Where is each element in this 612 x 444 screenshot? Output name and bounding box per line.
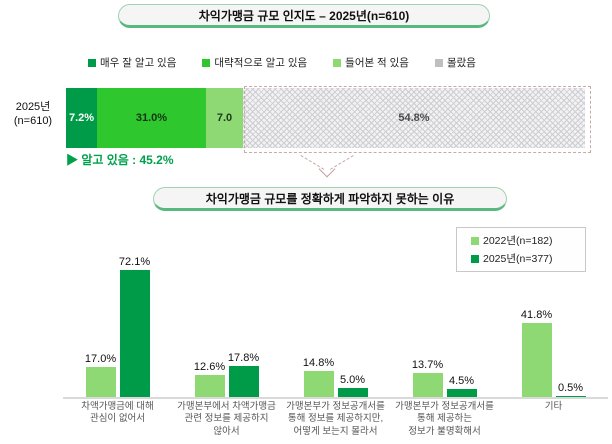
bar [555, 396, 586, 397]
legend-item: 몰랐음 [434, 55, 476, 70]
bar-with-label: 13.7% [411, 359, 444, 397]
bar-value-label: 17.0% [84, 353, 117, 365]
legend-item: 대략적으로 알고 있음 [202, 55, 307, 70]
bar-group: 12.6% 17.8% [172, 252, 281, 397]
bar [521, 323, 552, 397]
bar-group: 14.8% 5.0% [281, 252, 390, 397]
awareness-stacked-bar: 7.2% 31.0% 7.0 54.8% [66, 88, 585, 148]
bar-value-label: 0.5% [557, 382, 584, 394]
bar [194, 375, 225, 397]
bar [337, 388, 368, 397]
awareness-legend: 매우 잘 알고 있음 대략적으로 알고 있음 들어본 적 있음 몰랐음 [88, 55, 476, 70]
stacked-segment: 31.0% [97, 88, 206, 148]
bar [85, 367, 116, 397]
legend-label: 매우 잘 알고 있음 [100, 57, 177, 69]
reasons-legend: 2022년(n=182) 2025년(n=377) [456, 227, 586, 272]
legend-item: 2025년(n=377) [471, 251, 577, 266]
legend-item: 들어본 적 있음 [333, 55, 409, 70]
legend-label: 2022년(n=182) [483, 235, 553, 247]
bar-value-label: 4.5% [448, 375, 475, 387]
category-label: 가맹본부가 정보공개서를 통해 정보를 제공하지만, 어떻게 보는지 몰라서 [286, 401, 385, 437]
awareness-title-pill: 차익가맹금 규모 인지도 – 2025년(n=610) [118, 4, 490, 28]
bar [446, 389, 477, 397]
category-label: 차액가맹금에 대해 관심이 없어서 [81, 401, 154, 425]
legend-item: 2022년(n=182) [471, 233, 577, 248]
bar-with-label: 14.8% [302, 357, 335, 397]
legend-item: 매우 잘 알고 있음 [88, 55, 176, 70]
legend-label: 대략적으로 알고 있음 [214, 57, 308, 69]
legend-swatch-icon [333, 58, 342, 67]
down-arrow-icon [318, 160, 336, 178]
bar-value-label: 12.6% [193, 361, 226, 373]
bar-group: 13.7% 4.5% [390, 252, 499, 397]
stacked-segment: 54.8% [243, 88, 585, 148]
legend-swatch-icon [88, 58, 96, 67]
bar-with-label: 4.5% [446, 375, 477, 397]
bar-value-label: 14.8% [302, 357, 335, 369]
stacked-segment: 7.0 [206, 88, 243, 148]
bar-group: 41.8% 0.5% [499, 252, 608, 397]
bar-with-label: 41.8% [520, 309, 553, 397]
stacked-bar-group-label: 2025년 (n=610) [13, 101, 53, 128]
stacked-segment: 7.2% [66, 88, 97, 148]
bar-value-label: 41.8% [520, 309, 553, 321]
reasons-bar-chart: 17.0% 72.1% 12.6% 17.8% 14.8% 5.0% 13.7% 4.5% 41… [63, 252, 608, 397]
legend-label: 들어본 적 있음 [345, 57, 409, 69]
legend-swatch-icon [471, 254, 479, 263]
reasons-title-text: 차익가맹금 규모를 정확하게 파악하지 못하는 이유 [205, 191, 455, 206]
category-label: 가맹본부에서 차액가맹금 관련 정보를 제공하지 않아서 [177, 401, 276, 437]
awareness-title-text: 차익가맹금 규모 인지도 – 2025년(n=610) [198, 8, 410, 23]
legend-swatch-icon [202, 58, 211, 67]
bar-value-label: 17.8% [227, 352, 260, 364]
bar-value-label: 13.7% [411, 359, 444, 371]
bar-value-label: 72.1% [118, 256, 151, 268]
category-label: 기타 [544, 401, 563, 412]
bar [119, 270, 150, 397]
bar-with-label: 5.0% [337, 374, 368, 397]
bar-group: 17.0% 72.1% [63, 252, 172, 397]
legend-swatch-icon [434, 58, 443, 67]
x-axis-line [63, 397, 608, 399]
legend-label: 2025년(n=377) [483, 253, 553, 265]
bar [228, 366, 259, 397]
bar-with-label: 17.8% [227, 352, 260, 397]
bar [412, 373, 443, 397]
aware-total-annotation: ▶ 알고 있음 : 45.2% [66, 153, 174, 167]
category-label: 가맹본부가 정보공개서를 통해 제공하는 정보가 불명확해서 [395, 401, 494, 437]
bar-with-label: 0.5% [555, 382, 586, 397]
legend-swatch-icon [471, 236, 479, 245]
reasons-title-pill: 차익가맹금 규모를 정확하게 파악하지 못하는 이유 [153, 187, 507, 211]
legend-label: 몰랐음 [446, 57, 476, 69]
bar-with-label: 12.6% [193, 361, 226, 397]
category-labels-row: 차액가맹금에 대해 관심이 없어서 가맹본부에서 차액가맹금 관련 정보를 제공하… [63, 401, 608, 438]
bar-with-label: 72.1% [118, 256, 151, 397]
bar [303, 371, 334, 397]
bar-value-label: 5.0% [339, 374, 366, 386]
bar-with-label: 17.0% [84, 353, 117, 397]
